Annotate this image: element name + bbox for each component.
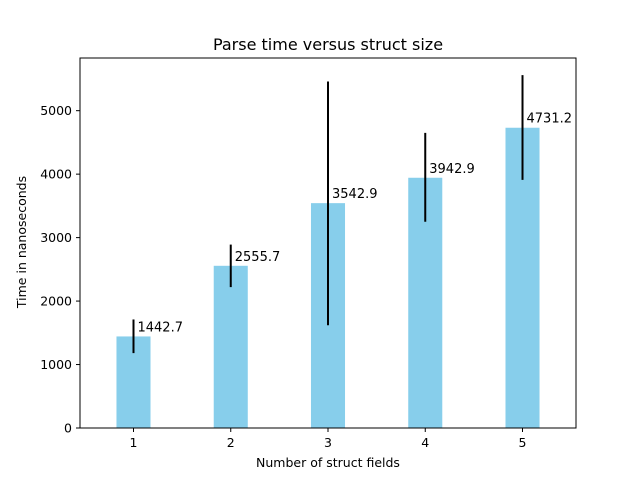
y-tick-label-1000: 1000 (40, 357, 72, 372)
y-tick-label-3000: 3000 (40, 230, 72, 245)
y-tick-label-4000: 4000 (40, 167, 72, 182)
x-tick-label-3: 3 (324, 435, 332, 450)
x-tick-label-1: 1 (130, 435, 138, 450)
x-axis-label: Number of struct fields (256, 455, 400, 470)
chart-title: Parse time versus struct size (213, 35, 443, 54)
y-tick-label-5000: 5000 (40, 103, 72, 118)
data-label-5: 4731.2 (527, 112, 573, 127)
data-label-1: 1442.7 (137, 320, 183, 335)
y-tick-label-0: 0 (64, 421, 72, 436)
x-tick-label-5: 5 (519, 435, 527, 450)
x-tick-label-2: 2 (227, 435, 235, 450)
bar-2 (213, 265, 248, 428)
data-label-3: 3542.9 (332, 187, 378, 202)
data-label-2: 2555.7 (235, 250, 281, 265)
y-tick-label-2000: 2000 (40, 294, 72, 309)
y-axis-label: Time in nanoseconds (14, 176, 29, 309)
data-label-4: 3942.9 (429, 162, 475, 177)
plot-area: 1442.7 2555.7 3542.9 3942.9 4731.2 0 1000 2000 3… (40, 57, 577, 450)
x-tick-label-4: 4 (421, 435, 429, 450)
